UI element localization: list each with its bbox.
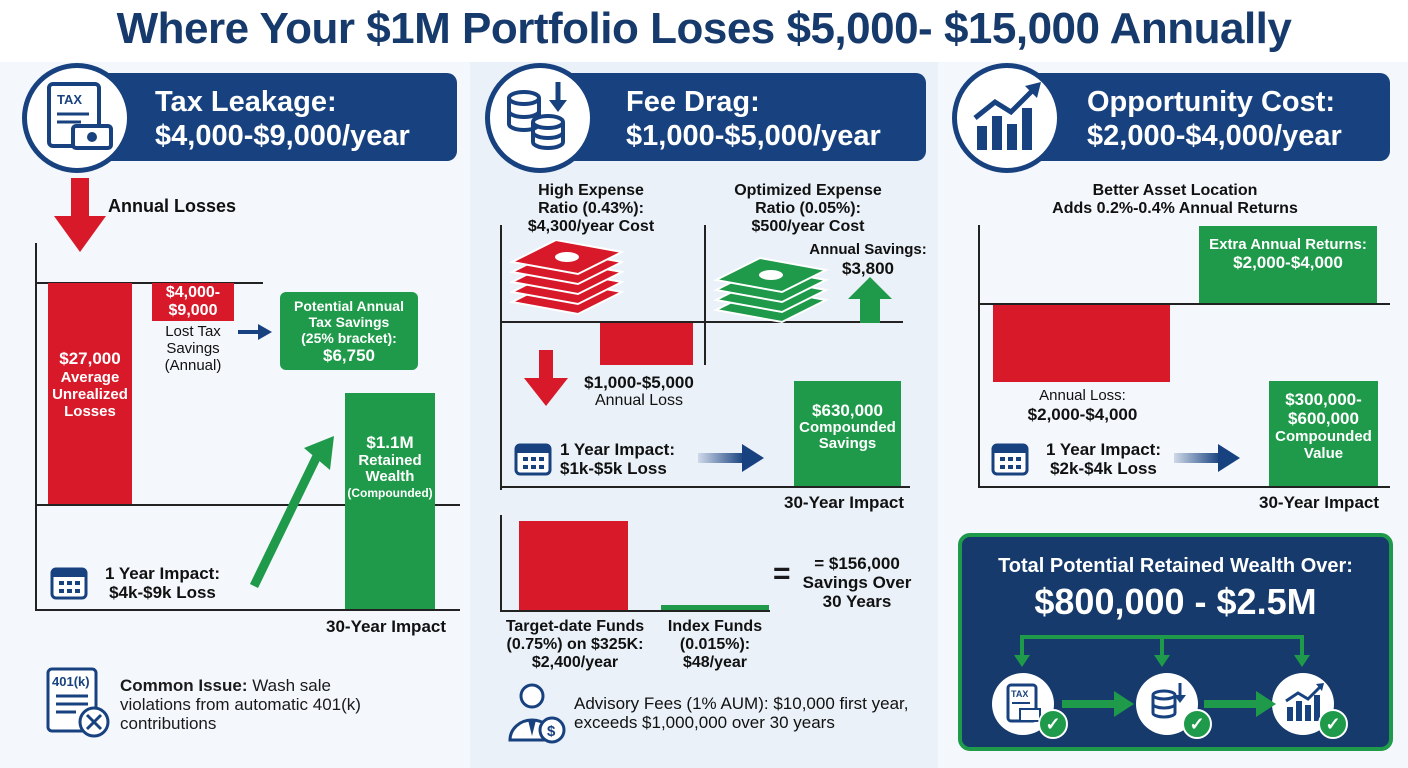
fee-y-axis: [500, 225, 502, 490]
opp-annual-loss-bar: [993, 305, 1170, 382]
lost-tax-savings-label: Lost Tax Savings (Annual): [164, 323, 222, 374]
advisory-fees-note: Advisory Fees (1% AUM): $10,000 first ye…: [574, 694, 909, 732]
calendar-icon: [50, 567, 88, 600]
total-amount: $800,000 - $2.5M: [1034, 581, 1317, 622]
fee-banner-title: Fee Drag:: [626, 86, 760, 118]
page-title: Where Your $1M Portfolio Loses $5,000- $…: [116, 4, 1292, 53]
opp-x-axis: [978, 486, 1390, 488]
optimized-expense-label: Optimized Expense Ratio (0.05%): $500/ye…: [734, 182, 882, 235]
annual-losses-label: Annual Losses: [108, 196, 237, 216]
check-icon: ✓: [1318, 709, 1348, 739]
compounded-value-bar: $300,000- $600,000 Compounded Value: [1269, 381, 1378, 486]
fee-banner-amount: $1,000-$5,000/year: [626, 120, 881, 152]
equals-sign: =: [773, 557, 791, 590]
tax-document-icon: TAX: [22, 63, 132, 173]
tax-y-axis: [35, 243, 37, 610]
common-issue-note: Common Issue: Wash sale violations from …: [120, 676, 361, 733]
connector-arrows: [1014, 635, 1310, 667]
401k-document-icon: 401(k): [46, 667, 110, 738]
opp-thirty-year-label: 30-Year Impact: [1259, 493, 1380, 512]
up-arrow-icon: [848, 277, 892, 323]
compounded-savings-bar: $630,000 Compounded Savings: [794, 381, 901, 486]
tax-one-year-impact: 1 Year Impact: $4k-$9k Loss: [105, 564, 220, 602]
fee-divider: [704, 225, 706, 365]
annual-savings-label: Annual Savings: $3,800: [809, 241, 927, 278]
total-retained-wealth-box: Total Potential Retained Wealth Over: $8…: [958, 533, 1393, 751]
total-heading: Total Potential Retained Wealth Over:: [998, 555, 1353, 577]
opp-banner-title: Opportunity Cost:: [1087, 86, 1336, 118]
fee-thirty-year-label: 30-Year Impact: [784, 493, 905, 512]
tax-banner-title: Tax Leakage:: [155, 86, 337, 118]
retained-wealth-bar: $1.1M Retained Wealth (Compounded): [345, 393, 435, 609]
high-expense-label: High Expense Ratio (0.43%): $4,300/year …: [527, 182, 655, 235]
total-coins-icon: [1136, 673, 1198, 735]
fee-calendar-icon: [514, 443, 552, 476]
tax-thirty-year-label: 30-Year Impact: [326, 617, 447, 636]
svg-text:$: $: [547, 723, 556, 740]
tax-banner-amount: $4,000-$9,000/year: [155, 120, 410, 152]
opp-right-arrow-icon: [1174, 444, 1240, 472]
opportunity-cost-banner: Opportunity Cost: $2,000-$4,000/year: [1020, 73, 1390, 161]
fee-down-arrow-icon: [524, 350, 568, 406]
growth-chart-icon: [952, 63, 1062, 173]
index-funds-label: Index Funds (0.015%): $48/year: [667, 618, 763, 671]
check-icon: ✓: [1182, 709, 1212, 739]
tax-baseline-mid: [35, 504, 460, 506]
advisor-icon: $: [508, 683, 566, 744]
tax-leakage-banner: Tax Leakage: $4,000-$9,000/year: [80, 73, 457, 161]
coins-download-icon: [485, 63, 595, 173]
down-arrow-icon: [54, 178, 106, 252]
unrealized-losses-bar: $27,000 Average Unrealized Losses: [48, 283, 132, 504]
growth-arrow-icon: [249, 436, 334, 588]
extra-returns-bar: Extra Annual Returns: $2,000-$4,000: [1199, 226, 1377, 303]
check-icon: ✓: [1038, 709, 1068, 739]
red-money-stack-icon: [508, 240, 626, 316]
flow-arrow-icon: [1062, 691, 1134, 717]
potential-tax-savings-box: Potential Annual Tax Savings (25% bracke…: [280, 292, 418, 370]
opp-baseline: [978, 303, 1390, 305]
better-asset-location-label: Better Asset Location Adds 0.2%-0.4% Ann…: [1052, 182, 1298, 217]
opp-banner-amount: $2,000-$4,000/year: [1087, 120, 1342, 152]
fee-one-year-impact: 1 Year Impact: $1k-$5k Loss: [560, 440, 675, 478]
opp-annual-loss-label: Annual Loss: $2,000-$4,000: [1027, 387, 1138, 424]
fee-right-arrow-icon: [698, 444, 764, 472]
fee-drag-banner: Fee Drag: $1,000-$5,000/year: [548, 73, 926, 161]
savings-over-30-years: = $156,000 Savings Over 30 Years: [802, 554, 912, 611]
index-funds-bar: [661, 605, 769, 610]
tax-baseline-top: [35, 282, 263, 284]
opp-calendar-icon: [991, 443, 1029, 476]
flow-arrow-icon: [1204, 691, 1276, 717]
tax-x-axis: [35, 609, 460, 611]
svg-text:TAX: TAX: [57, 92, 82, 107]
fund-y-axis: [500, 515, 502, 611]
svg-text:401(k): 401(k): [52, 674, 90, 689]
opp-y-axis: [978, 225, 980, 487]
lost-tax-savings-bar: $4,000- $9,000: [152, 283, 234, 321]
svg-text:TAX: TAX: [1011, 689, 1028, 699]
green-money-stack-icon: [712, 256, 830, 324]
opp-one-year-impact: 1 Year Impact: $2k-$4k Loss: [1046, 440, 1161, 478]
fee-x-axis: [500, 486, 910, 488]
fee-baseline: [500, 321, 903, 323]
fee-loss-bar: [600, 323, 693, 365]
fund-x-axis: [500, 610, 770, 612]
target-date-funds-bar: [519, 521, 628, 610]
fee-annual-loss-label: $1,000-$5,000 Annual Loss: [584, 373, 694, 409]
right-arrow-icon: [238, 324, 272, 340]
target-date-label: Target-date Funds (0.75%) on $325K: $2,4…: [505, 618, 645, 671]
